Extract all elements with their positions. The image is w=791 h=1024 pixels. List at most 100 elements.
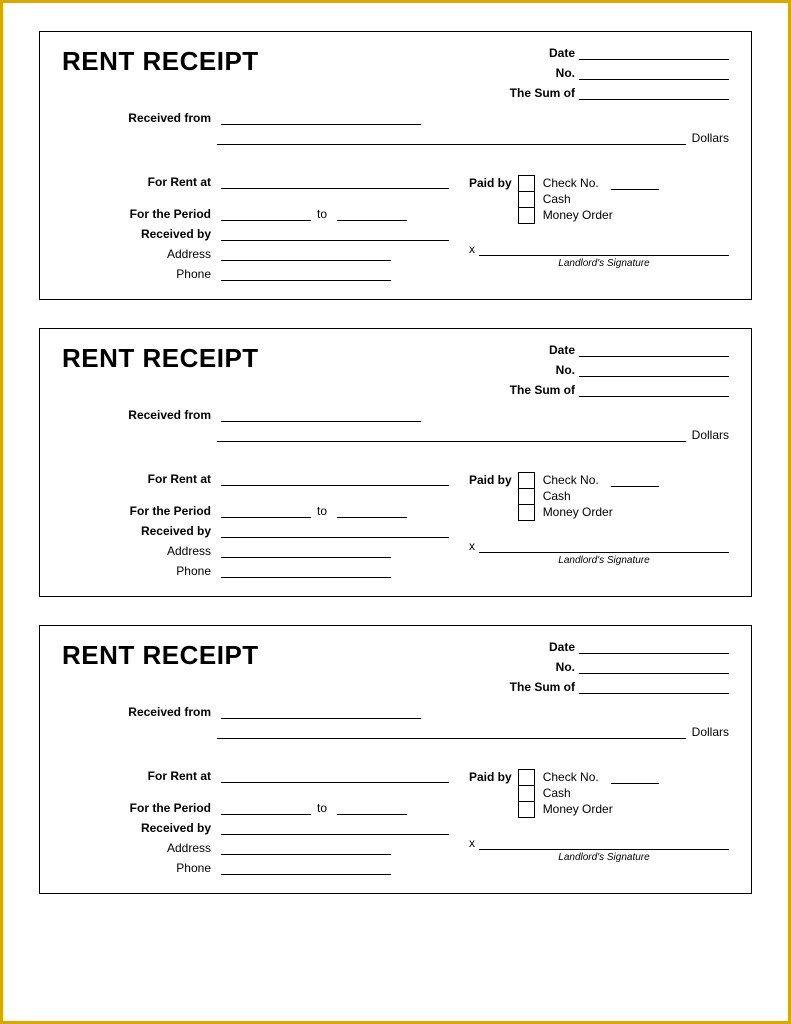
to-label: to [311, 207, 333, 221]
money-order-label: Money Order [543, 801, 659, 818]
rent-receipt: RENT RECEIPT Date No. The Sum of Receive… [39, 328, 752, 597]
check-no-checkbox[interactable] [518, 769, 535, 786]
check-no-label: Check No. [543, 769, 599, 786]
check-no-checkbox[interactable] [518, 175, 535, 192]
for-rent-at-field[interactable] [221, 175, 449, 189]
cash-label: Cash [543, 191, 659, 208]
phone-label: Phone [62, 564, 217, 578]
signature-field[interactable] [479, 539, 729, 553]
no-label: No. [556, 66, 575, 80]
payment-checkboxes [518, 472, 535, 521]
period-from-field[interactable] [221, 504, 311, 518]
received-by-label: Received by [62, 524, 217, 538]
received-by-field[interactable] [221, 227, 449, 241]
dollars-label: Dollars [692, 725, 729, 739]
received-by-field[interactable] [221, 821, 449, 835]
period-to-field[interactable] [337, 504, 407, 518]
received-by-label: Received by [62, 821, 217, 835]
dollars-amount-field[interactable] [217, 725, 686, 739]
received-from-label: Received from [62, 408, 217, 422]
paid-by-label: Paid by [469, 175, 518, 190]
money-order-label: Money Order [543, 504, 659, 521]
address-label: Address [62, 544, 217, 558]
for-the-period-label: For the Period [62, 504, 217, 518]
signature-field[interactable] [479, 242, 729, 256]
received-from-field[interactable] [221, 705, 421, 719]
check-no-field[interactable] [611, 178, 659, 190]
dollars-amount-field[interactable] [217, 131, 686, 145]
dollars-label: Dollars [692, 131, 729, 145]
no-label: No. [556, 660, 575, 674]
address-field[interactable] [221, 841, 391, 855]
period-to-field[interactable] [337, 801, 407, 815]
received-from-field[interactable] [221, 408, 421, 422]
phone-field[interactable] [221, 564, 391, 578]
date-field[interactable] [579, 46, 729, 60]
received-from-label: Received from [62, 111, 217, 125]
period-from-field[interactable] [221, 207, 311, 221]
received-by-label: Received by [62, 227, 217, 241]
paid-by-label: Paid by [469, 769, 518, 784]
phone-label: Phone [62, 267, 217, 281]
for-the-period-label: For the Period [62, 207, 217, 221]
date-field[interactable] [579, 640, 729, 654]
cash-label: Cash [543, 785, 659, 802]
address-field[interactable] [221, 247, 391, 261]
cash-checkbox[interactable] [518, 191, 535, 208]
for-rent-at-label: For Rent at [62, 175, 217, 189]
signature-x: x [469, 836, 479, 850]
signature-caption: Landlord's Signature [469, 258, 729, 269]
date-label: Date [549, 46, 575, 60]
received-by-field[interactable] [221, 524, 449, 538]
for-rent-at-label: For Rent at [62, 769, 217, 783]
date-field[interactable] [579, 343, 729, 357]
period-from-field[interactable] [221, 801, 311, 815]
check-no-label: Check No. [543, 472, 599, 489]
sumof-field[interactable] [579, 86, 729, 100]
phone-label: Phone [62, 861, 217, 875]
cash-label: Cash [543, 488, 659, 505]
check-no-label: Check No. [543, 175, 599, 192]
sumof-field[interactable] [579, 680, 729, 694]
signature-caption: Landlord's Signature [469, 555, 729, 566]
header-right-block: Date No. The Sum of [469, 343, 729, 403]
check-no-field[interactable] [611, 475, 659, 487]
phone-field[interactable] [221, 267, 391, 281]
address-field[interactable] [221, 544, 391, 558]
received-from-field[interactable] [221, 111, 421, 125]
no-field[interactable] [579, 66, 729, 80]
header-right-block: Date No. The Sum of [469, 46, 729, 106]
signature-field[interactable] [479, 836, 729, 850]
for-rent-at-field[interactable] [221, 769, 449, 783]
to-label: to [311, 801, 333, 815]
received-from-label: Received from [62, 705, 217, 719]
phone-field[interactable] [221, 861, 391, 875]
check-no-checkbox[interactable] [518, 472, 535, 489]
payment-checkboxes [518, 769, 535, 818]
sumof-label: The Sum of [510, 680, 575, 694]
money-order-label: Money Order [543, 207, 659, 224]
period-to-field[interactable] [337, 207, 407, 221]
address-label: Address [62, 247, 217, 261]
address-label: Address [62, 841, 217, 855]
sumof-label: The Sum of [510, 86, 575, 100]
money-order-checkbox[interactable] [518, 207, 535, 224]
paid-by-label: Paid by [469, 472, 518, 487]
no-field[interactable] [579, 363, 729, 377]
signature-caption: Landlord's Signature [469, 852, 729, 863]
check-no-field[interactable] [611, 772, 659, 784]
dollars-label: Dollars [692, 428, 729, 442]
cash-checkbox[interactable] [518, 785, 535, 802]
cash-checkbox[interactable] [518, 488, 535, 505]
header-right-block: Date No. The Sum of [469, 640, 729, 700]
money-order-checkbox[interactable] [518, 801, 535, 818]
for-the-period-label: For the Period [62, 801, 217, 815]
money-order-checkbox[interactable] [518, 504, 535, 521]
to-label: to [311, 504, 333, 518]
sumof-field[interactable] [579, 383, 729, 397]
sumof-label: The Sum of [510, 383, 575, 397]
for-rent-at-field[interactable] [221, 472, 449, 486]
no-field[interactable] [579, 660, 729, 674]
dollars-amount-field[interactable] [217, 428, 686, 442]
for-rent-at-label: For Rent at [62, 472, 217, 486]
